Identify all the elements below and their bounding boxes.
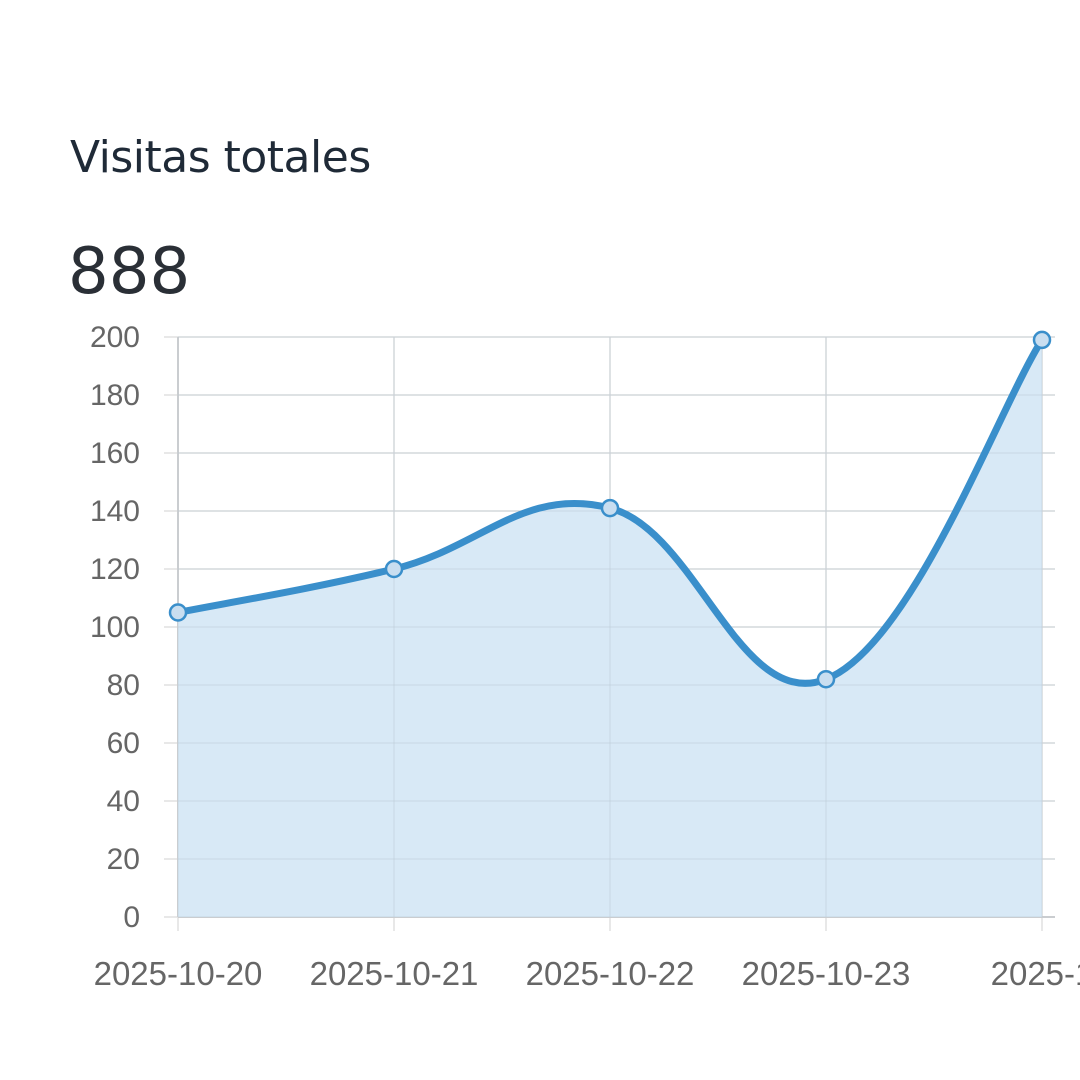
x-tick-label: 2025-10-21 [310, 955, 479, 992]
y-tick-label: 100 [90, 611, 140, 644]
y-tick-label: 160 [90, 437, 140, 470]
data-point[interactable] [168, 603, 188, 622]
chart-series [168, 330, 1055, 918]
data-point[interactable] [384, 559, 404, 579]
x-tick-label: 2025-10-20 [94, 955, 263, 992]
data-point[interactable] [1032, 330, 1052, 350]
y-tick-label: 0 [123, 901, 140, 934]
y-tick-label: 120 [90, 553, 140, 586]
x-tick-label: 2025-10-22 [526, 955, 695, 992]
x-tick-label: 2025-1 [991, 955, 1080, 992]
data-point[interactable] [816, 669, 836, 689]
total-visits-value: 888 [68, 235, 191, 309]
y-tick-label: 180 [90, 379, 140, 412]
y-tick-label: 20 [107, 843, 140, 876]
y-tick-label: 80 [107, 669, 140, 702]
y-tick-label: 40 [107, 785, 140, 818]
data-point[interactable] [600, 498, 620, 518]
visits-line-chart: 0 20 40 60 80 100 120 140 160 180 200 2025-10-20 202… [90, 321, 1080, 992]
card-title: Visitas totales [70, 132, 371, 183]
y-tick-label: 200 [90, 321, 140, 354]
series-area-fill [178, 339, 1042, 917]
series-line [174, 336, 1046, 687]
chart-axes: 0 20 40 60 80 100 120 140 160 180 200 2025-10-20 202… [90, 321, 1080, 992]
x-tick-label: 2025-10-23 [742, 955, 911, 992]
y-tick-label: 140 [90, 495, 140, 528]
y-tick-label: 60 [107, 727, 140, 760]
